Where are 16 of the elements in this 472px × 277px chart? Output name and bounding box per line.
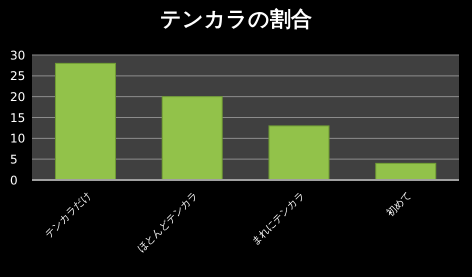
y-tick-label: 15 — [10, 110, 26, 125]
y-tick-label: 5 — [10, 152, 18, 166]
bar — [375, 162, 436, 180]
bar — [162, 96, 223, 180]
x-tick-label: テンカラだけ — [43, 190, 94, 241]
bar — [54, 62, 116, 180]
bar — [268, 125, 330, 180]
y-tick-label: 10 — [10, 132, 26, 146]
x-tick-label: まれにテンカラ — [250, 190, 307, 248]
y-tick-label: 25 — [10, 69, 26, 84]
x-tick-label: ほとんどテンカラ — [136, 190, 200, 255]
x-tick-label: 初めて — [384, 190, 414, 220]
y-tick-label: 0 — [10, 173, 18, 188]
chart-title: テンカラの割合 — [159, 6, 313, 33]
y-tick-label: 20 — [10, 90, 26, 104]
y-tick-label: 30 — [10, 48, 26, 62]
